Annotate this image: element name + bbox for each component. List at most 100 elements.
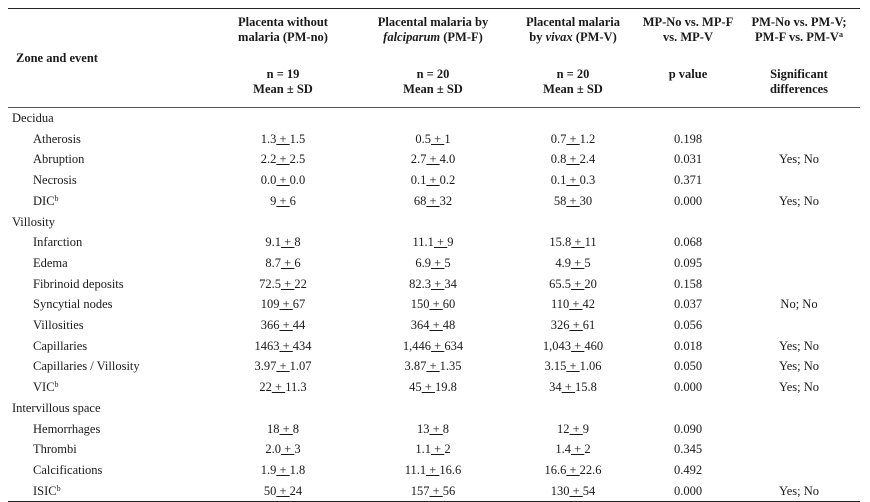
significance-cell: Yes; No bbox=[778, 193, 820, 208]
plus-minus-sign: + bbox=[276, 193, 290, 208]
mean-value: 16.6 bbox=[544, 462, 567, 477]
plus-minus-sign: + bbox=[566, 359, 580, 374]
p-value-cell: 0.068 bbox=[673, 235, 703, 250]
table-row: Capillaries / Villosity 3.97 + 1.07 3.87 +… bbox=[8, 356, 860, 377]
plus-minus-sign: + bbox=[431, 442, 445, 457]
results-table: Zone and event Placenta without malaria (… bbox=[8, 8, 860, 502]
significance-cell bbox=[738, 170, 860, 191]
plus-minus-sign: + bbox=[279, 421, 293, 436]
event-cell: Villosities bbox=[8, 315, 208, 336]
mean-sd-cell-3: 130 + 54 bbox=[508, 481, 638, 502]
event-cell: Atherosis bbox=[8, 129, 208, 150]
mean-value: 3.15 bbox=[544, 359, 567, 374]
mean-sd-cell-2: 13 + 8 bbox=[358, 419, 508, 440]
event-name: VIC bbox=[33, 380, 55, 395]
event-name: ISIC bbox=[33, 483, 57, 498]
plus-minus-sign: + bbox=[569, 297, 583, 312]
sd-value: 42 bbox=[582, 297, 596, 312]
event-name: Hemorrhages bbox=[33, 421, 101, 436]
sd-value: 2 bbox=[584, 442, 591, 457]
p-value-cell: 0.090 bbox=[673, 421, 703, 436]
event-cell: Capillaries / Villosity bbox=[8, 356, 208, 377]
mean-value: 366 bbox=[260, 318, 280, 333]
sd-value: 16.6 bbox=[439, 462, 462, 477]
sd-value: 0.3 bbox=[579, 173, 596, 188]
plus-minus-sign: + bbox=[569, 421, 583, 436]
mean-value: 130 bbox=[550, 483, 570, 498]
mean-value: 1.1 bbox=[415, 442, 432, 457]
mean-sd-cell-3: 4.9 + 5 bbox=[508, 253, 638, 274]
mean-value: 1,043 bbox=[542, 338, 572, 353]
mean-sd-cell-1: 3.97 + 1.07 bbox=[208, 356, 358, 377]
sd-value: 67 bbox=[292, 297, 306, 312]
sd-value: 22.6 bbox=[579, 462, 602, 477]
event-cell: DICb bbox=[8, 191, 208, 212]
mean-value: 34 bbox=[549, 380, 562, 395]
mean-value: 2.0 bbox=[265, 442, 282, 457]
sd-value: 2.4 bbox=[579, 152, 596, 167]
sd-value: 5 bbox=[584, 255, 591, 270]
mean-sd-cell-1: 50 + 24 bbox=[208, 481, 358, 502]
significance-cell bbox=[738, 232, 860, 253]
mean-sd-cell-2: 1,446 + 634 bbox=[358, 336, 508, 357]
mean-value: 110 bbox=[550, 297, 570, 312]
table-row: Thrombi 2.0 + 3 1.1 + 2 1.4 + 2 0.345 bbox=[8, 439, 860, 460]
sd-value: 61 bbox=[582, 318, 596, 333]
mean-sd-cell-1: 9 + 6 bbox=[208, 191, 358, 212]
plus-minus-sign: + bbox=[281, 235, 295, 250]
sd-value: 8 bbox=[292, 421, 300, 436]
table-row: DICb 9 + 6 68 + 32 58 + 30 0.000 Yes; No bbox=[8, 191, 860, 212]
zone-event-header: Zone and event bbox=[8, 8, 208, 108]
plus-minus-sign: + bbox=[276, 359, 290, 374]
p-value-cell: 0.492 bbox=[673, 462, 703, 477]
mean-value: 0.7 bbox=[550, 131, 567, 146]
mean-sd-cell-2: 157 + 56 bbox=[358, 481, 508, 502]
table-row: VICb 22 + 11.3 45 + 19.8 34 + 15.8 0.000 Yes;… bbox=[8, 377, 860, 398]
mean-value: 50 bbox=[263, 483, 277, 498]
pm-v-n-header: n = 20 Mean ± SD bbox=[543, 67, 603, 96]
mean-sd-cell-2: 150 + 60 bbox=[358, 294, 508, 315]
mean-value: 8.7 bbox=[265, 255, 282, 270]
sd-value: 1.06 bbox=[579, 359, 602, 374]
plus-minus-sign: + bbox=[431, 338, 445, 353]
footnote-marker: b bbox=[54, 380, 59, 390]
pm-no-header: Placenta without malaria (PM-no) bbox=[238, 15, 328, 44]
plus-minus-sign: + bbox=[566, 462, 580, 477]
plus-minus-sign: + bbox=[566, 152, 580, 167]
mean-sd-cell-1: 8.7 + 6 bbox=[208, 253, 358, 274]
mean-sd-cell-3: 1,043 + 460 bbox=[508, 336, 638, 357]
sd-value: 1.07 bbox=[289, 359, 312, 374]
mean-sd-cell-2: 6.9 + 5 bbox=[358, 253, 508, 274]
pm-v-header: Placental malaria by vivax (PM-V) bbox=[525, 15, 621, 44]
plus-minus-sign: + bbox=[279, 318, 293, 333]
sd-value: 8 bbox=[294, 235, 301, 250]
sd-value: 54 bbox=[582, 483, 596, 498]
mean-sd-cell-1: 109 + 67 bbox=[208, 294, 358, 315]
plus-minus-sign: + bbox=[571, 255, 585, 270]
mean-value: 2.2 bbox=[260, 152, 277, 167]
p-value-cell: 0.000 bbox=[673, 380, 703, 395]
plus-minus-sign: + bbox=[276, 483, 290, 498]
table-row: Edema 8.7 + 6 6.9 + 5 4.9 + 5 0.095 bbox=[8, 253, 860, 274]
mean-value: 45 bbox=[409, 380, 422, 395]
plus-minus-sign: + bbox=[426, 462, 440, 477]
mean-value: 157 bbox=[410, 483, 430, 498]
mean-sd-cell-3: 110 + 42 bbox=[508, 294, 638, 315]
mean-sd-cell-1: 18 + 8 bbox=[208, 419, 358, 440]
plus-minus-sign: + bbox=[566, 173, 580, 188]
significance-cell bbox=[738, 315, 860, 336]
sd-value: 634 bbox=[444, 338, 464, 353]
zone-row: Decidua bbox=[8, 108, 860, 129]
sd-value: 48 bbox=[442, 318, 456, 333]
sd-value: 2 bbox=[444, 442, 451, 457]
sd-value: 19.8 bbox=[434, 380, 457, 395]
plus-minus-sign: + bbox=[561, 380, 575, 395]
sd-value: 20 bbox=[584, 276, 597, 291]
mean-sd-cell-3: 16.6 + 22.6 bbox=[508, 460, 638, 481]
plus-minus-sign: + bbox=[566, 193, 580, 208]
event-name: Fibrinoid deposits bbox=[33, 276, 124, 291]
significance-cell: Yes; No bbox=[778, 380, 820, 395]
sd-value: 460 bbox=[584, 338, 604, 353]
event-cell: Infarction bbox=[8, 232, 208, 253]
